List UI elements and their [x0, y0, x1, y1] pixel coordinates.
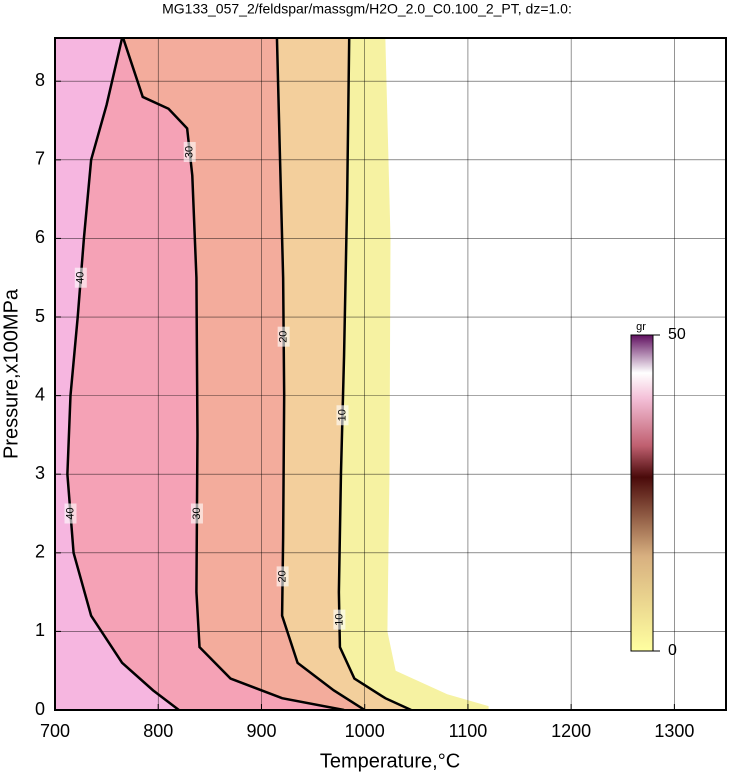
contour-label-bg [64, 503, 77, 524]
plot-frame [54, 37, 727, 711]
y-tick-label: 7 [35, 149, 45, 169]
y-tick-label: 5 [35, 306, 45, 326]
contour-line [275, 38, 366, 710]
colorbar [630, 334, 654, 652]
y-tick-label: 3 [35, 463, 45, 483]
y-tick-label: 2 [35, 542, 45, 562]
x-tick-label: 700 [40, 721, 70, 741]
contour-label: 10 [336, 409, 348, 421]
contour-label-bg [183, 141, 196, 162]
contour-label-bg [74, 267, 87, 288]
chart-title: MG133_057_2/feldspar/massgm/H2O_2.0_C0.1… [162, 1, 572, 17]
y-tick-label: 6 [35, 227, 45, 247]
y-tick-label: 1 [35, 620, 45, 640]
contour-label: 20 [278, 331, 290, 343]
y-tick-label: 4 [35, 384, 45, 404]
contour-label: 10 [333, 613, 345, 625]
x-tick-label: 800 [143, 721, 173, 741]
contour-label: 40 [64, 507, 76, 519]
plot-area: 10 10 20 20 30 30 40 40 [55, 38, 726, 710]
x-tick-label: 1300 [654, 721, 694, 741]
contour-label: 30 [191, 507, 203, 519]
contour-label-bg [336, 405, 349, 426]
colorbar-tick-label: 50 [668, 326, 686, 343]
contour-label: 40 [75, 272, 87, 284]
y-axis-label: Pressure,x100MPa [0, 288, 22, 459]
contour-line [337, 38, 412, 710]
x-tick-label: 1000 [345, 721, 385, 741]
colorbar-label: gr [636, 321, 646, 333]
contour-label-bg [333, 609, 346, 630]
y-tick-label: 0 [35, 699, 45, 719]
contour-line [121, 38, 345, 710]
x-tick-label: 1100 [449, 721, 488, 741]
x-tick-label: 1200 [551, 721, 591, 741]
contour-label-bg [190, 503, 203, 524]
contour-label: 20 [277, 570, 289, 582]
x-tick-label: 900 [246, 721, 276, 741]
contour-line [66, 38, 180, 710]
contour-label: 30 [184, 146, 196, 158]
y-tick-label: 8 [35, 70, 45, 90]
contour-label-bg [276, 566, 289, 587]
colorbar-tick-label: 0 [668, 642, 677, 659]
x-axis-label: Temperature,°C [320, 750, 460, 772]
contour-label-bg [277, 326, 290, 347]
contour-fill [55, 38, 345, 710]
